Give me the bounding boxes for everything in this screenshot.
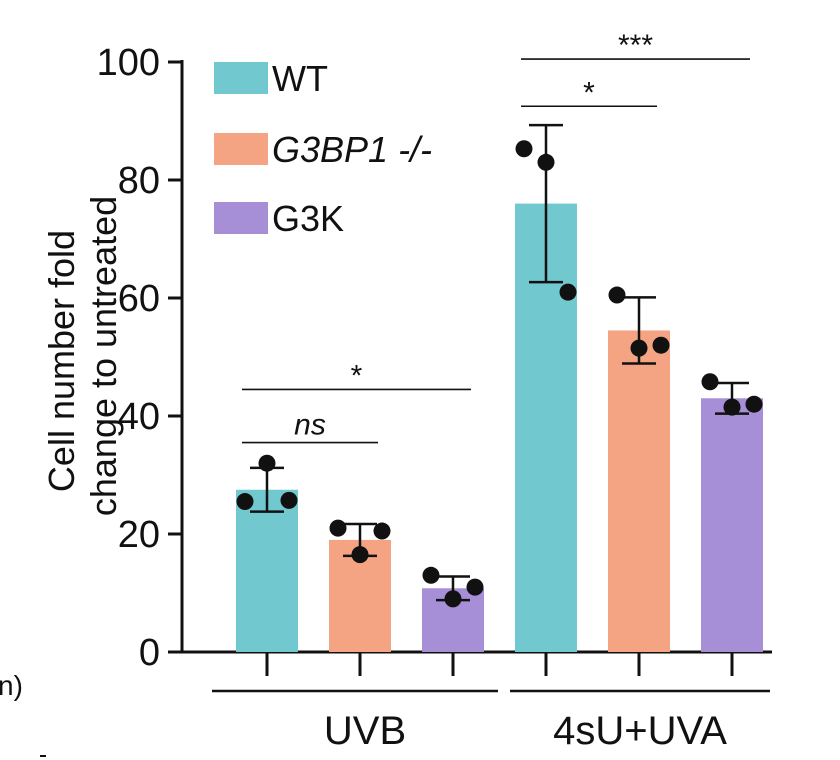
data-point (466, 578, 484, 596)
error-bars (250, 123, 749, 602)
data-point (351, 546, 369, 564)
data-point (422, 566, 440, 584)
data-point (444, 590, 462, 608)
bar (236, 489, 298, 652)
significance-label: * (351, 359, 363, 392)
data-points (236, 140, 763, 608)
y-tick-label: 40 (118, 396, 160, 438)
legend-swatch (214, 133, 268, 165)
y-axis-label-line-1: Cell number fold (41, 230, 82, 492)
legend-label: G3K (272, 198, 344, 239)
bar (608, 330, 670, 652)
group-label-uvb: UVB (324, 709, 406, 753)
data-point (723, 398, 741, 416)
data-point (373, 522, 391, 540)
data-point (652, 336, 670, 354)
data-point (258, 454, 276, 472)
data-point (608, 286, 626, 304)
axes: 0 20 40 60 80 100 UVB 4sU+UVA (97, 42, 772, 753)
group-label-4su-uva: 4sU+UVA (553, 709, 727, 753)
data-point (280, 491, 298, 509)
data-point (559, 283, 577, 301)
y-tick-label: 20 (118, 514, 160, 556)
significance-label: * (583, 76, 595, 109)
bar (701, 398, 763, 652)
legend-label: G3BP1 -/- (272, 129, 432, 170)
data-point (537, 153, 555, 171)
data-point (630, 339, 648, 357)
y-tick-label: 0 (139, 632, 160, 674)
data-point (701, 373, 719, 391)
y-tick-label: 60 (118, 278, 160, 320)
y-axis-label-line-2: change to untreated (83, 196, 124, 516)
significance-label: ns (294, 409, 326, 442)
legend-label: WT (272, 58, 328, 99)
legend-swatch (214, 62, 268, 94)
significance-label: *** (618, 29, 653, 62)
y-tick-label: 80 (118, 160, 160, 202)
data-point (329, 519, 347, 537)
legend: WT G3BP1 -/- G3K (214, 58, 432, 239)
y-axis-label: Cell number fold change to untreated (41, 196, 124, 516)
legend-swatch (214, 202, 268, 234)
data-point (515, 140, 533, 158)
y-tick-label: 100 (97, 42, 160, 84)
data-point (236, 493, 254, 511)
data-point (745, 395, 763, 413)
significance-brackets: ns***** (242, 29, 750, 444)
edge-text-fragment: n) (0, 670, 23, 701)
bars (236, 203, 763, 652)
